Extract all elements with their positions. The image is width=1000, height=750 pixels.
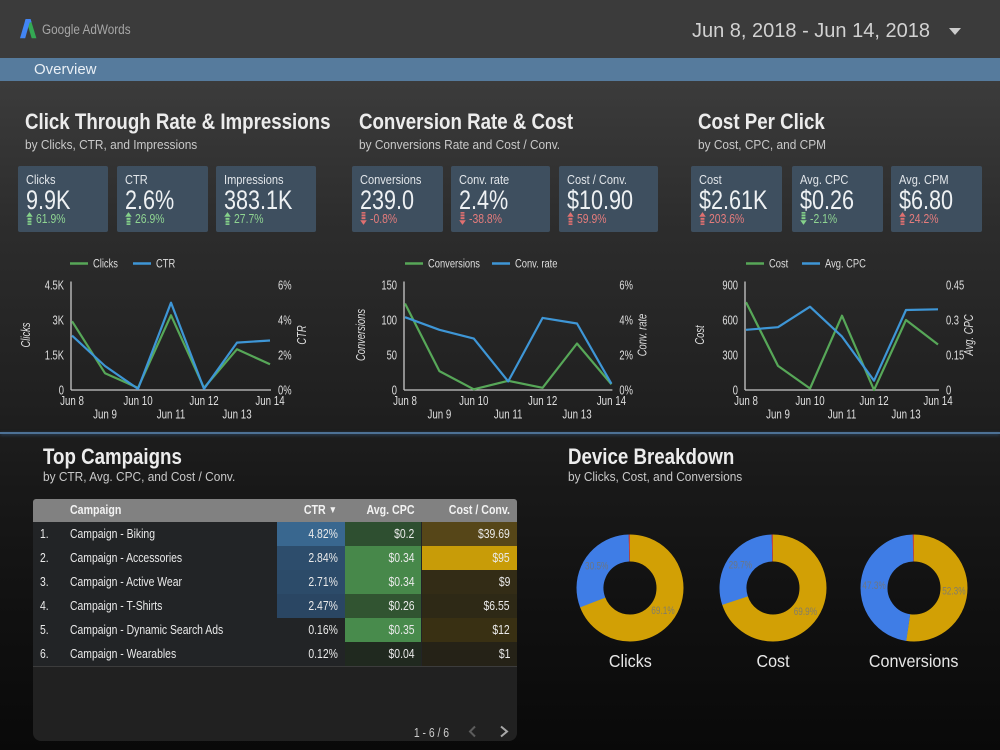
svg-text:Avg. CPC: Avg. CPC <box>825 257 866 270</box>
svg-text:4%: 4% <box>278 314 292 328</box>
svg-text:Jun 9: Jun 9 <box>93 408 117 422</box>
svg-text:Clicks: Clicks <box>93 257 118 270</box>
svg-text:900: 900 <box>722 279 738 293</box>
svg-text:2%: 2% <box>278 349 292 363</box>
svg-text:Jun 11: Jun 11 <box>494 408 523 422</box>
svg-text:0: 0 <box>392 384 397 398</box>
svg-text:6%: 6% <box>619 279 633 293</box>
svg-text:0.45: 0.45 <box>946 279 964 293</box>
svg-text:Jun 11: Jun 11 <box>828 408 857 422</box>
svg-text:1.5K: 1.5K <box>45 349 65 363</box>
svg-text:Jun 9: Jun 9 <box>427 408 451 422</box>
svg-text:600: 600 <box>722 314 738 328</box>
svg-text:150: 150 <box>381 279 397 293</box>
svg-text:CTR: CTR <box>296 325 310 344</box>
svg-text:4%: 4% <box>619 314 633 328</box>
svg-text:Jun 8: Jun 8 <box>734 395 758 409</box>
svg-text:69.1%: 69.1% <box>651 605 675 617</box>
svg-text:Conv. rate: Conv. rate <box>636 314 650 356</box>
svg-text:Jun 12: Jun 12 <box>189 395 218 409</box>
svg-text:Clicks: Clicks <box>20 322 34 347</box>
svg-text:69.9%: 69.9% <box>794 606 818 618</box>
svg-text:Jun 14: Jun 14 <box>923 395 953 409</box>
svg-text:Conversions: Conversions <box>428 257 480 270</box>
svg-text:0: 0 <box>946 384 951 398</box>
svg-text:6%: 6% <box>278 279 292 293</box>
svg-text:47.3%: 47.3% <box>862 580 886 592</box>
svg-text:Jun 8: Jun 8 <box>60 395 84 409</box>
svg-text:300: 300 <box>722 349 738 363</box>
svg-text:0.15: 0.15 <box>946 349 964 363</box>
svg-text:Jun 9: Jun 9 <box>766 408 790 422</box>
svg-text:100: 100 <box>381 314 397 328</box>
svg-text:4.5K: 4.5K <box>45 279 65 293</box>
svg-text:Cost: Cost <box>769 257 788 270</box>
svg-text:Jun 10: Jun 10 <box>123 395 152 409</box>
svg-text:50: 50 <box>387 349 397 363</box>
svg-text:52.3%: 52.3% <box>942 585 966 597</box>
svg-text:Cost: Cost <box>694 325 708 345</box>
svg-text:Jun 12: Jun 12 <box>528 395 557 409</box>
svg-text:Jun 13: Jun 13 <box>891 408 920 422</box>
svg-text:0.3: 0.3 <box>946 314 959 328</box>
svg-text:0%: 0% <box>619 384 633 398</box>
svg-text:Jun 10: Jun 10 <box>459 395 488 409</box>
svg-text:Jun 12: Jun 12 <box>859 395 888 409</box>
svg-text:Conv. rate: Conv. rate <box>515 257 557 270</box>
svg-text:Jun 13: Jun 13 <box>562 408 591 422</box>
svg-text:2%: 2% <box>619 349 633 363</box>
svg-text:Jun 11: Jun 11 <box>157 408 186 422</box>
svg-text:CTR: CTR <box>156 257 175 270</box>
svg-text:Jun 8: Jun 8 <box>393 395 417 409</box>
svg-text:Jun 14: Jun 14 <box>255 395 285 409</box>
svg-text:Jun 13: Jun 13 <box>222 408 251 422</box>
svg-text:0: 0 <box>733 384 738 398</box>
svg-text:0%: 0% <box>278 384 292 398</box>
svg-text:3K: 3K <box>53 314 65 328</box>
svg-text:30.5%: 30.5% <box>585 560 609 572</box>
svg-text:Jun 10: Jun 10 <box>795 395 824 409</box>
svg-text:29.7%: 29.7% <box>729 559 753 571</box>
svg-text:Jun 14: Jun 14 <box>597 395 627 409</box>
svg-text:Avg. CPC: Avg. CPC <box>963 314 977 357</box>
svg-text:Conversions: Conversions <box>355 309 369 361</box>
svg-text:0: 0 <box>59 384 64 398</box>
